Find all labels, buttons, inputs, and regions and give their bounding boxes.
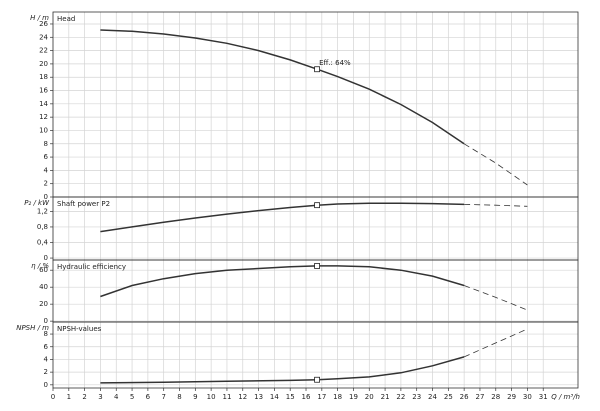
y-tick-label: 2 — [44, 368, 48, 376]
x-tick-label: 27 — [475, 393, 484, 401]
x-tick-label: 10 — [207, 393, 216, 401]
y-axis-label: NPSH / m — [16, 324, 49, 332]
x-tick-label: 8 — [177, 393, 181, 401]
y-tick-label: 0,8 — [37, 223, 48, 231]
x-tick-label: 28 — [491, 393, 500, 401]
y-axis-label: H / m — [30, 14, 49, 22]
x-tick-label: 23 — [412, 393, 421, 401]
panel-title: Shaft power P2 — [57, 200, 110, 208]
x-tick-label: 0 — [51, 393, 55, 401]
y-tick-label: 40 — [39, 283, 48, 291]
x-axis-label: Q / m³/h — [551, 393, 580, 401]
x-tick-label: 21 — [381, 393, 390, 401]
y-tick-label: 12 — [39, 113, 48, 121]
x-tick-label: 4 — [114, 393, 119, 401]
y-tick-label: 0 — [44, 381, 48, 389]
y-tick-label: 2 — [44, 180, 48, 188]
curve — [100, 265, 465, 298]
x-tick-label: 19 — [349, 393, 358, 401]
duty-point — [314, 263, 320, 269]
x-tick-label: 22 — [396, 393, 405, 401]
x-tick-label: 18 — [333, 393, 342, 401]
y-tick-label: 4 — [44, 166, 49, 174]
curve-extension — [463, 328, 528, 358]
x-tick-label: 1 — [67, 393, 71, 401]
curve-extension — [463, 285, 528, 311]
y-tick-label: 0,4 — [37, 239, 49, 247]
y-tick-label: 0 — [44, 254, 48, 262]
y-tick-label: 20 — [39, 300, 48, 308]
x-tick-label: 3 — [98, 393, 102, 401]
x-tick-label: 11 — [222, 393, 231, 401]
x-tick-label: 5 — [130, 393, 134, 401]
x-tick-label: 13 — [254, 393, 263, 401]
x-tick-label: 2 — [82, 393, 86, 401]
panel-title: NPSH-values — [57, 325, 102, 333]
y-tick-label: 0 — [44, 317, 48, 325]
y-tick-label: 0 — [44, 193, 48, 201]
x-tick-label: 24 — [428, 393, 437, 401]
x-tick-label: 12 — [238, 393, 247, 401]
x-tick-label: 6 — [146, 393, 151, 401]
y-tick-label: 18 — [39, 73, 48, 81]
x-tick-label: 14 — [270, 393, 279, 401]
x-tick-label: 30 — [523, 393, 532, 401]
y-tick-label: 1,2 — [37, 207, 48, 215]
y-tick-label: 8 — [44, 140, 48, 148]
x-tick-label: 15 — [286, 393, 295, 401]
curve — [100, 29, 465, 145]
annotation: Eff.: 64% — [319, 59, 351, 67]
panel-frame — [52, 321, 579, 389]
y-tick-label: 14 — [39, 100, 48, 108]
y-tick-label: 60 — [39, 266, 48, 274]
y-tick-label: 22 — [39, 47, 48, 55]
y-axis-label: P₂ / kW — [24, 199, 50, 207]
y-axis-label: η / % — [31, 262, 49, 270]
y-tick-label: 24 — [39, 33, 48, 41]
x-tick-label: 20 — [365, 393, 374, 401]
panel-title: Hydraulic efficiency — [57, 263, 126, 271]
y-tick-label: 8 — [44, 330, 48, 338]
x-tick-label: 29 — [507, 393, 516, 401]
y-tick-label: 16 — [39, 87, 48, 95]
curve — [100, 202, 465, 233]
x-tick-label: 26 — [460, 393, 469, 401]
y-tick-label: 26 — [39, 20, 48, 28]
y-tick-label: 4 — [44, 355, 49, 363]
duty-point — [314, 66, 320, 73]
x-tick-label: 9 — [193, 393, 197, 401]
x-tick-label: 17 — [317, 393, 326, 401]
x-tick-label: 16 — [302, 393, 311, 401]
curve — [100, 356, 465, 384]
y-tick-label: 6 — [44, 153, 49, 161]
x-tick-label: 7 — [161, 393, 165, 401]
y-tick-label: 10 — [39, 126, 48, 134]
curve-extension — [464, 204, 528, 207]
y-tick-label: 6 — [44, 343, 49, 351]
y-tick-label: 20 — [39, 60, 48, 68]
duty-point — [314, 202, 320, 209]
x-tick-label: 25 — [444, 393, 453, 401]
duty-point — [314, 376, 320, 383]
panel-title: Head — [57, 15, 75, 23]
x-tick-label: 31 — [539, 393, 548, 401]
curve-extension — [463, 143, 528, 186]
